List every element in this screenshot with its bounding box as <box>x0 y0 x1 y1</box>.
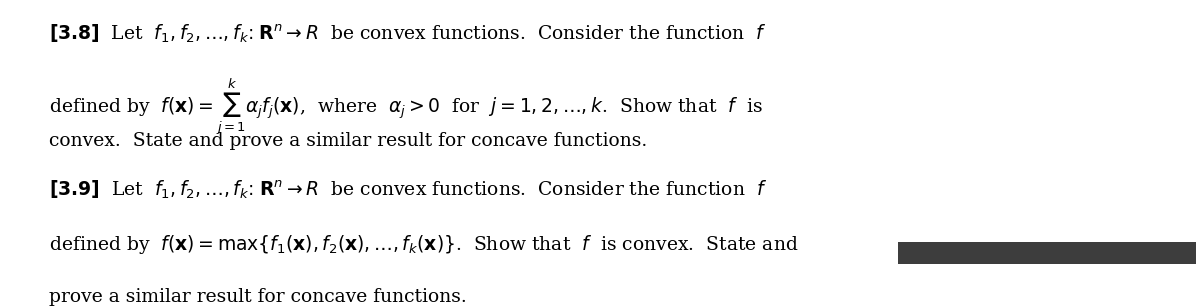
Text: $\mathbf{[3.8]}$  Let  $f_1, f_2, \ldots, f_k\colon\;\mathbf{R}^n \to R$  be con: $\mathbf{[3.8]}$ Let $f_1, f_2, \ldots, … <box>49 22 767 45</box>
Text: prove a similar result for concave functions.: prove a similar result for concave funct… <box>49 288 467 306</box>
Text: convex.  State and prove a similar result for concave functions.: convex. State and prove a similar result… <box>49 132 648 150</box>
Text: defined by  $f(\mathbf{x}) = \sum_{j=1}^{k} \alpha_j f_j(\mathbf{x})$,  where  $: defined by $f(\mathbf{x}) = \sum_{j=1}^{… <box>49 77 763 137</box>
FancyBboxPatch shape <box>898 242 1196 265</box>
Text: defined by  $f(\mathbf{x}) = \max\{f_1(\mathbf{x}), f_2(\mathbf{x}), \ldots, f_k: defined by $f(\mathbf{x}) = \max\{f_1(\m… <box>49 233 799 256</box>
Text: $\mathbf{[3.9]}$  Let  $f_1, f_2, \ldots, f_k\colon\;\mathbf{R}^n \to R$  be con: $\mathbf{[3.9]}$ Let $f_1, f_2, \ldots, … <box>49 179 768 201</box>
